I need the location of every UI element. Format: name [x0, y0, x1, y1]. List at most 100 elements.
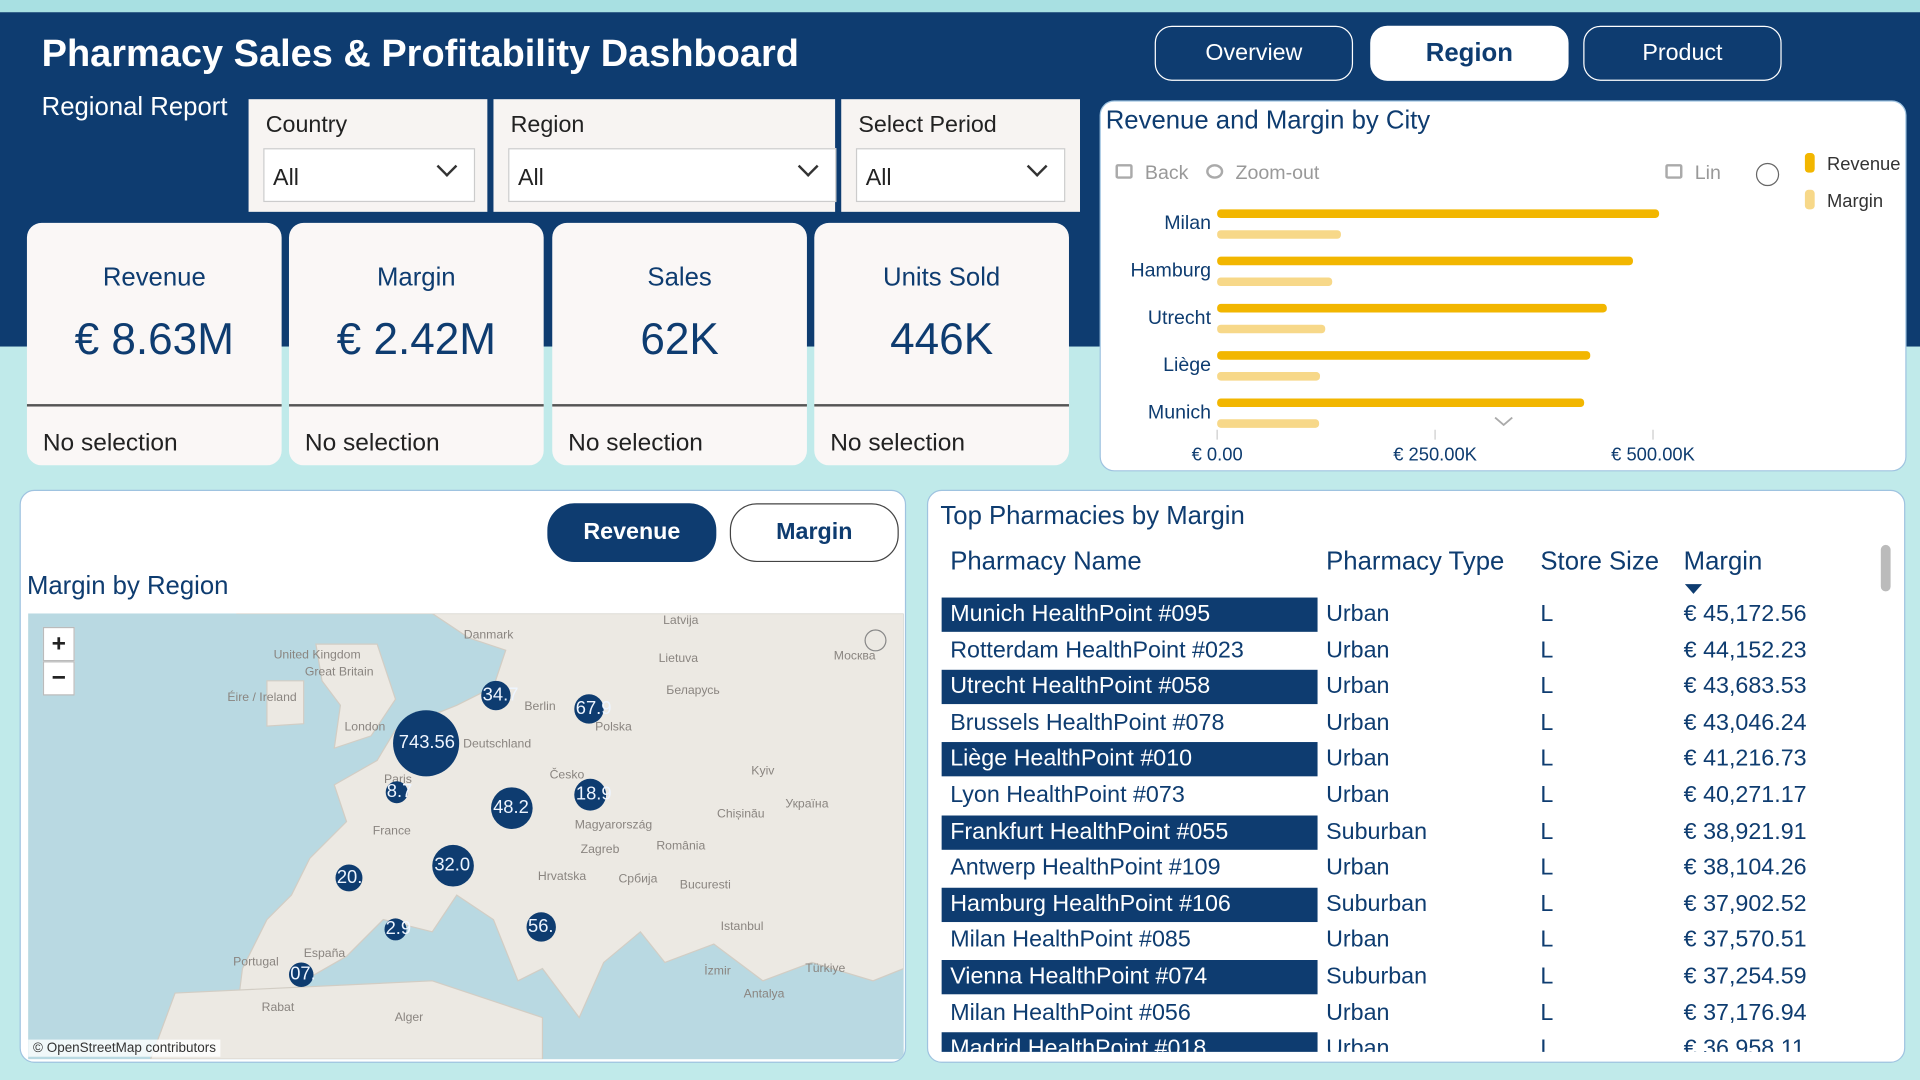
nav-tab[interactable]: Region [1370, 25, 1569, 81]
table-cell: L [1540, 637, 1554, 664]
legend-label[interactable]: Margin [1826, 191, 1884, 212]
place-label: Hrvatska [538, 869, 586, 883]
dropdown-value: All [517, 165, 544, 192]
table-cell: Urban [1326, 637, 1390, 664]
table-cell: Urban [1326, 854, 1390, 881]
scrollbar[interactable] [1880, 544, 1891, 592]
table-cell: L [1540, 891, 1554, 917]
filter-dropdown[interactable]: All [855, 148, 1066, 203]
bubble-label: 2.9 [386, 917, 412, 938]
toolbar-icon[interactable] [1206, 164, 1224, 179]
place-label: Москва [834, 649, 876, 663]
bar [1217, 303, 1607, 313]
row-highlight [941, 1032, 1318, 1052]
table-cell: L [1540, 963, 1554, 990]
table-row[interactable]: Milan HealthPoint #085 Urban L € 37,570.51 [928, 923, 1883, 960]
zoom-button[interactable]: − [42, 661, 75, 696]
land [315, 643, 397, 750]
column-header[interactable]: Pharmacy Name [950, 547, 1142, 576]
table-cell: € 36,958.11 [1683, 1036, 1805, 1052]
table-row[interactable]: Lyon HealthPoint #073 Urban L € 40,271.17 [928, 778, 1883, 815]
column-header[interactable]: Store Size [1540, 547, 1660, 576]
table-row[interactable]: Utrecht HealthPoint #058 Urban L € 43,683.5… [928, 669, 1883, 706]
filter-panel: Region All [493, 99, 837, 212]
table-row[interactable]: Frankfurt HealthPoint #055 Suburban L € 38,… [928, 814, 1883, 851]
nav-tab[interactable]: Overview [1154, 25, 1354, 81]
kpi-label: Sales [647, 263, 712, 292]
x-tick-label: € 250.00K [1393, 443, 1477, 464]
kpi-note: No selection [568, 429, 703, 457]
table-row[interactable]: Antwerp HealthPoint #109 Urban L € 38,104.2… [928, 850, 1883, 887]
zoom-button[interactable]: + [42, 626, 75, 662]
table-cell: Urban [1326, 746, 1390, 772]
map-help[interactable] [864, 629, 887, 652]
x-tick-label: € 0.00 [1192, 443, 1243, 464]
map-bubble [491, 787, 533, 829]
legend-label[interactable]: Revenue [1826, 154, 1901, 176]
table-cell: € 41,216.73 [1683, 746, 1807, 772]
place-label: Paris [384, 772, 412, 786]
table-cell: Liège HealthPoint #010 [950, 746, 1193, 772]
dropdown-chevron [436, 156, 458, 177]
legend-swatch [1804, 189, 1815, 210]
table-row[interactable]: Rotterdam HealthPoint #023 Urban L € 44,152… [928, 633, 1883, 670]
kpi-note: No selection [830, 429, 965, 457]
toolbar-icon[interactable] [1665, 164, 1683, 179]
toolbar-button[interactable]: Back [1144, 162, 1189, 184]
toolbar-icon[interactable] [1115, 164, 1133, 179]
table-cell: L [1540, 673, 1554, 700]
filter-dropdown[interactable]: All [508, 148, 837, 203]
bubble-label: 18.9 [576, 783, 612, 804]
kpi-label: Margin [377, 263, 456, 292]
table-cell: € 43,046.24 [1683, 709, 1807, 736]
map[interactable]: United Kingdom Great Britain Éire / Irelan… [28, 613, 904, 1060]
column-header[interactable]: Pharmacy Type [1326, 547, 1505, 576]
table-row[interactable]: Munich HealthPoint #095 Urban L € 45,172.56 [928, 596, 1883, 633]
row-highlight [941, 597, 1318, 632]
table-cell: Suburban [1326, 963, 1428, 990]
toolbar-button[interactable]: Lin [1694, 162, 1721, 184]
map-attribution: © OpenStreetMap contributors [28, 1039, 221, 1057]
map-title: Margin by Region [26, 571, 229, 600]
filter-label: Region [510, 112, 585, 139]
row-highlight [941, 960, 1318, 995]
place-label: Беларусь [666, 683, 720, 697]
row-highlight [941, 815, 1318, 850]
toggle-button[interactable]: Margin [729, 503, 899, 563]
toolbar-button[interactable]: Zoom-out [1235, 162, 1320, 184]
bubble-label: 48.2 [493, 796, 529, 817]
nav-tab[interactable]: Product [1583, 25, 1782, 81]
bubble-label: 67.9 [576, 697, 612, 718]
table-row[interactable]: Liège HealthPoint #010 Urban L € 41,216.73 [928, 741, 1883, 778]
dropdown-value: All [865, 165, 892, 192]
place-label: Danmark [464, 628, 515, 642]
map-bubble [432, 844, 474, 887]
table-row[interactable]: Hamburg HealthPoint #106 Suburban L € 37,90… [928, 886, 1883, 923]
table-row[interactable]: Madrid HealthPoint #018 Urban L € 36,958.11 [928, 1031, 1883, 1052]
kpi-label: Units Sold [883, 263, 1001, 292]
table-cell: L [1540, 999, 1554, 1026]
table-row[interactable]: Milan HealthPoint #056 Urban L € 37,176.94 [928, 995, 1883, 1032]
table-cell: Suburban [1326, 891, 1428, 917]
filter-dropdown[interactable]: All [263, 148, 476, 203]
bubble-label: 56. [528, 915, 554, 936]
table-cell: € 38,921.91 [1683, 818, 1807, 845]
bar [1217, 372, 1321, 381]
place-label: Србија [618, 871, 657, 885]
table-row[interactable]: Brussels HealthPoint #078 Urban L € 43,046.… [928, 705, 1883, 742]
table-cell: € 40,271.17 [1683, 782, 1807, 809]
map-bubble [574, 778, 607, 811]
help-icon[interactable] [1755, 162, 1780, 187]
kpi-card: Units Sold 446K No selection [814, 222, 1069, 466]
table-cell: Munich HealthPoint #095 [950, 601, 1211, 627]
table-cell: Milan HealthPoint #056 [950, 999, 1191, 1026]
table-cell: € 38,104.26 [1683, 854, 1807, 881]
kpi-note: No selection [42, 429, 178, 457]
toggle-button[interactable]: Revenue [547, 503, 717, 563]
column-header[interactable]: Margin [1683, 547, 1763, 576]
table-row[interactable]: Vienna HealthPoint #074 Suburban L € 37,254… [928, 959, 1883, 996]
table-cell: € 37,254.59 [1683, 963, 1807, 990]
place-label: Magyarország [575, 818, 653, 832]
scroll-chevron [1494, 416, 1513, 427]
table-cell: L [1540, 927, 1554, 954]
